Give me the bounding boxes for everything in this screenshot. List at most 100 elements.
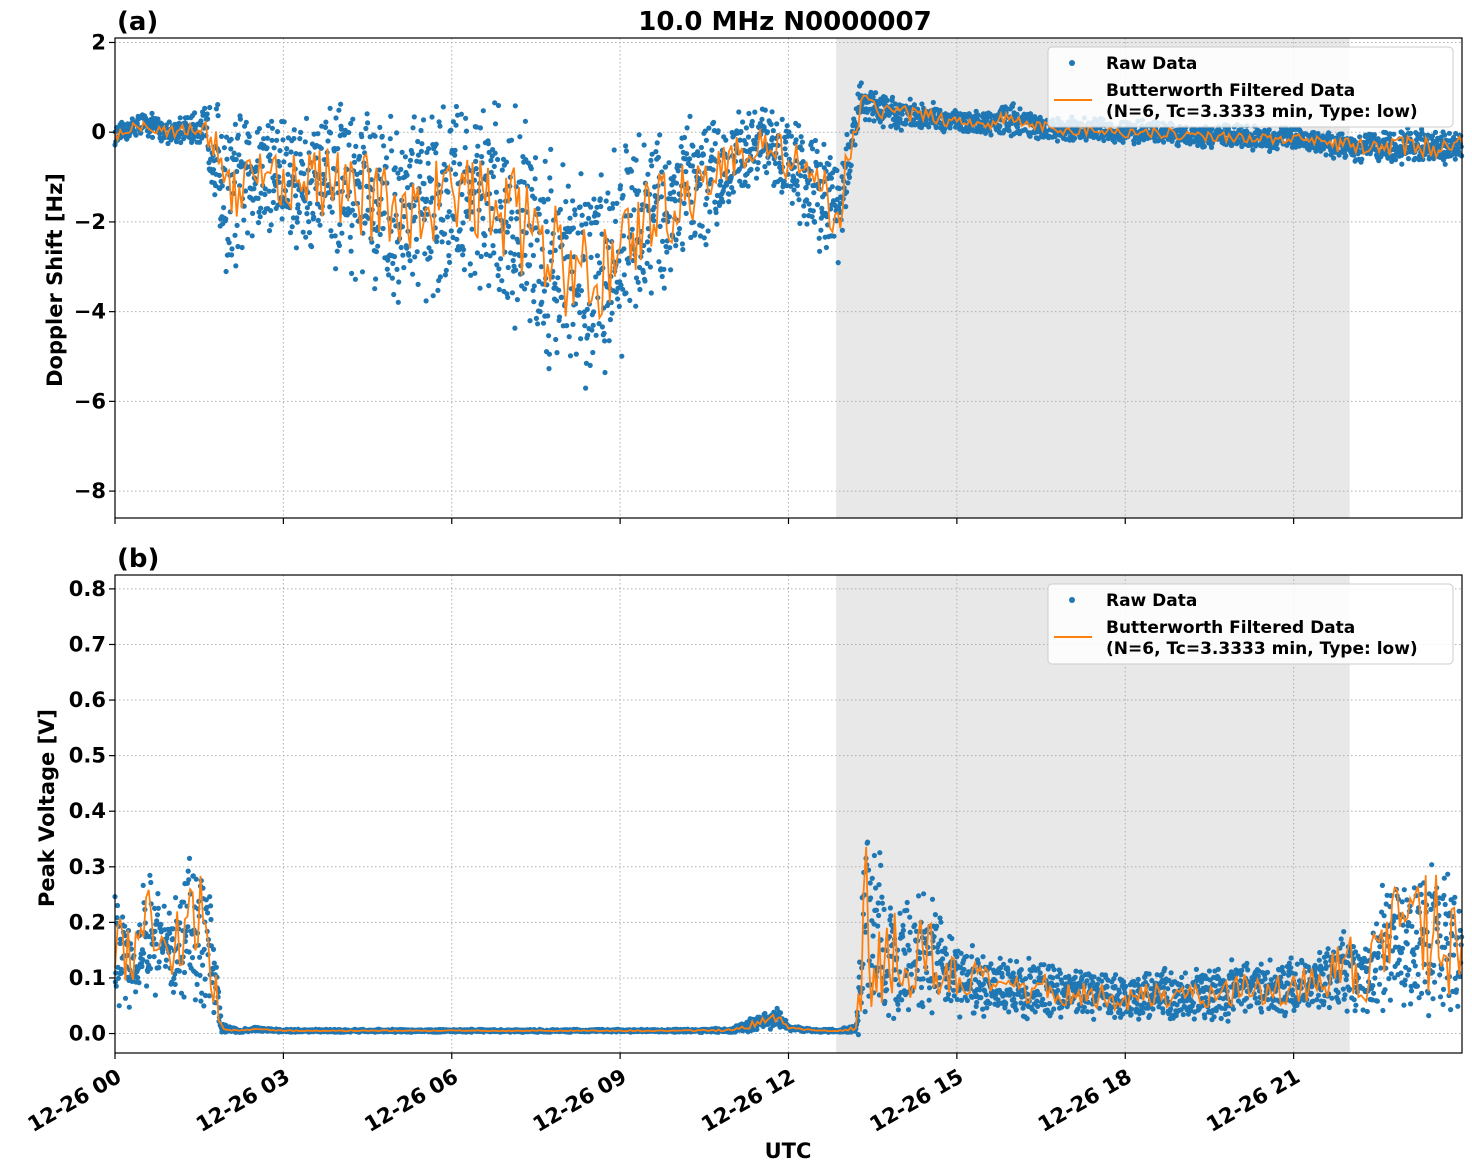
raw-data-point bbox=[147, 872, 153, 878]
raw-data-point bbox=[377, 124, 383, 130]
raw-data-point bbox=[461, 267, 467, 273]
raw-data-point bbox=[599, 231, 605, 237]
raw-data-point bbox=[469, 226, 475, 232]
raw-data-point bbox=[141, 950, 147, 956]
raw-data-point bbox=[267, 152, 273, 158]
raw-data-point bbox=[579, 222, 585, 228]
panel-a-legend-filter-params: (N=6, Tc=3.3333 min, Type: low) bbox=[1106, 102, 1418, 122]
panel-a-legend-raw-marker bbox=[1069, 60, 1075, 66]
raw-data-point bbox=[770, 128, 776, 134]
raw-data-point bbox=[1010, 101, 1016, 107]
raw-data-point bbox=[779, 189, 785, 195]
raw-data-point bbox=[401, 214, 407, 220]
raw-data-point bbox=[548, 146, 554, 152]
raw-data-point bbox=[307, 200, 313, 207]
raw-data-point bbox=[540, 320, 547, 326]
raw-data-point bbox=[655, 154, 662, 160]
raw-data-point bbox=[262, 186, 268, 192]
raw-data-point bbox=[736, 166, 742, 172]
raw-data-point bbox=[269, 125, 275, 131]
raw-data-point bbox=[185, 924, 191, 930]
raw-data-point bbox=[700, 152, 707, 158]
raw-data-point bbox=[791, 187, 797, 193]
raw-data-point bbox=[394, 130, 400, 136]
raw-data-point bbox=[651, 204, 657, 210]
raw-data-point bbox=[804, 221, 810, 227]
raw-data-point bbox=[495, 102, 502, 109]
raw-data-point bbox=[275, 158, 281, 165]
raw-data-point bbox=[478, 253, 484, 260]
raw-data-point bbox=[801, 203, 807, 209]
raw-data-point bbox=[472, 270, 478, 276]
raw-data-point bbox=[163, 957, 169, 963]
raw-data-point bbox=[736, 109, 742, 115]
raw-data-point bbox=[582, 323, 588, 329]
raw-data-point bbox=[659, 273, 665, 280]
raw-data-point bbox=[428, 199, 434, 205]
raw-data-point bbox=[288, 149, 294, 155]
raw-data-point bbox=[381, 143, 387, 149]
raw-data-point bbox=[862, 117, 869, 123]
raw-data-point bbox=[578, 288, 585, 294]
raw-data-point bbox=[782, 146, 788, 152]
raw-data-point bbox=[1375, 136, 1381, 142]
raw-data-point bbox=[764, 129, 771, 135]
raw-data-point bbox=[730, 189, 737, 195]
raw-data-point bbox=[204, 111, 210, 117]
raw-data-point bbox=[448, 127, 454, 133]
raw-data-point bbox=[745, 134, 752, 140]
raw-data-point bbox=[573, 351, 579, 357]
raw-data-point bbox=[657, 223, 663, 229]
raw-data-point bbox=[797, 220, 803, 226]
raw-data-point bbox=[264, 145, 270, 151]
raw-data-point bbox=[360, 144, 366, 150]
raw-data-point bbox=[1458, 144, 1464, 150]
raw-data-point bbox=[1266, 127, 1272, 133]
raw-data-point bbox=[1405, 156, 1412, 162]
raw-data-point bbox=[512, 325, 518, 331]
raw-data-point bbox=[785, 133, 791, 139]
raw-data-point bbox=[453, 122, 459, 128]
raw-data-point bbox=[181, 969, 188, 976]
raw-data-point bbox=[650, 213, 657, 219]
raw-data-point bbox=[699, 223, 705, 229]
raw-data-point bbox=[149, 110, 155, 116]
raw-data-point bbox=[291, 127, 297, 133]
raw-data-point bbox=[522, 286, 528, 292]
raw-data-point bbox=[401, 265, 407, 271]
raw-data-point bbox=[563, 199, 569, 205]
raw-data-point bbox=[284, 146, 290, 152]
raw-data-point bbox=[816, 235, 822, 241]
raw-data-point bbox=[639, 207, 645, 213]
raw-data-point bbox=[827, 155, 833, 161]
raw-data-point bbox=[596, 260, 603, 266]
raw-data-point bbox=[697, 181, 703, 188]
raw-data-point bbox=[417, 173, 423, 179]
raw-data-point bbox=[261, 136, 267, 142]
raw-data-point bbox=[350, 116, 356, 122]
raw-data-point bbox=[819, 205, 825, 211]
raw-data-point bbox=[546, 351, 553, 357]
raw-data-point bbox=[541, 288, 548, 294]
raw-data-point bbox=[536, 211, 542, 217]
raw-data-point bbox=[201, 946, 207, 953]
raw-data-point bbox=[642, 278, 648, 284]
raw-data-point bbox=[389, 275, 395, 281]
raw-data-point bbox=[486, 283, 492, 289]
raw-data-point bbox=[695, 152, 702, 159]
raw-data-point bbox=[688, 234, 694, 241]
raw-data-point bbox=[701, 235, 707, 241]
raw-data-point bbox=[231, 150, 237, 156]
raw-data-point bbox=[583, 221, 589, 227]
raw-data-point bbox=[880, 124, 886, 130]
raw-data-point bbox=[333, 115, 339, 121]
raw-data-point bbox=[567, 215, 573, 221]
raw-data-point bbox=[251, 186, 257, 192]
raw-data-point bbox=[334, 248, 340, 254]
raw-data-point bbox=[152, 992, 158, 998]
raw-data-point bbox=[406, 252, 412, 258]
raw-data-point bbox=[208, 916, 214, 923]
raw-data-point bbox=[336, 107, 342, 113]
raw-data-point bbox=[269, 118, 275, 124]
raw-data-point bbox=[391, 291, 397, 298]
